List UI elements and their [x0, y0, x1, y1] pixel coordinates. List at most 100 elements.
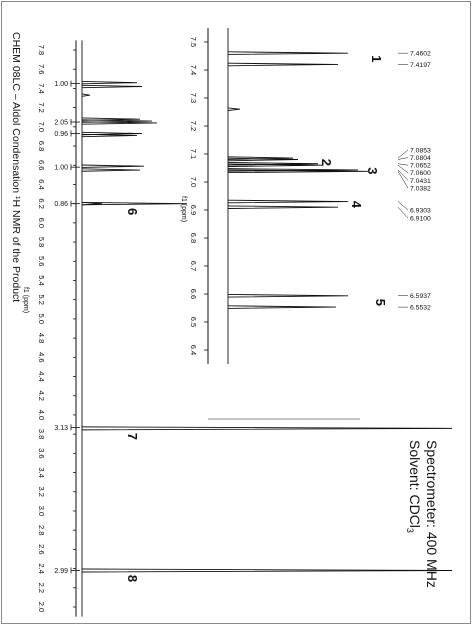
peak-number-label: 7	[125, 433, 140, 440]
integral-value: 0.86	[54, 201, 68, 208]
main-tick-label: 2.8	[37, 525, 46, 535]
peak-number-label: 2	[319, 159, 334, 166]
solvent-text: Solvent: CDCl	[407, 440, 423, 528]
inset-peak	[227, 305, 337, 309]
spectrometer-label: Spectrometer: 400 MHz	[424, 440, 440, 588]
main-tick-label: 5.8	[37, 237, 46, 247]
solvent-subscript: 3	[405, 528, 415, 533]
chemical-shift-label: 6.9303	[410, 207, 431, 214]
inset-peak	[227, 205, 339, 209]
inset-tick-label: 7.2	[189, 121, 198, 131]
inset-tick-label: 6.9	[189, 205, 198, 215]
integral-value: 2.05	[54, 120, 68, 127]
main-tick-label: 4.6	[37, 352, 46, 362]
main-tick-label: 3.6	[37, 448, 46, 458]
peak-number-label: 4	[349, 201, 364, 209]
main-tick-label: 6.6	[37, 160, 46, 170]
inset-axis-title: f1 (ppm)	[180, 196, 187, 222]
main-tick-label: 7.2	[37, 102, 46, 112]
inset-ppm-axis	[204, 28, 209, 364]
main-ppm-axis	[73, 40, 77, 617]
inset-tick-label: 6.8	[189, 233, 198, 243]
shift-leader	[397, 157, 409, 160]
inset-tick-label: 7.5	[189, 37, 198, 47]
shift-leader	[397, 171, 409, 189]
main-tick-label: 6.0	[37, 218, 46, 228]
main-peak-6	[81, 202, 188, 206]
inset-tick-label: 6.4	[189, 345, 198, 355]
main-tick-label: 3.0	[37, 506, 46, 516]
peak-number-label: 1	[369, 55, 384, 62]
main-tick-label: 5.2	[37, 294, 46, 304]
shift-leader	[397, 169, 409, 181]
main-tick-label: 5.0	[37, 314, 46, 324]
inset-peak	[227, 169, 369, 174]
main-tick-label: 3.8	[37, 429, 46, 439]
main-tick-label: 3.4	[37, 467, 46, 477]
main-tick-label: 4.0	[37, 410, 46, 420]
chemical-shift-label: 6.5937	[410, 293, 431, 300]
integral-value: 1.00	[54, 165, 68, 172]
main-tick-label: 5.6	[37, 256, 46, 266]
chemical-shift-label: 7.0804	[410, 155, 431, 162]
peak-number-label: 8	[125, 575, 140, 582]
inset-tick-label: 6.7	[189, 261, 198, 271]
main-peak	[81, 93, 91, 97]
main-peak	[81, 168, 141, 172]
peak-number-labels: 1 2 3 4 5 6 7 8	[125, 55, 388, 582]
inset-tick-label: 7.4	[189, 65, 198, 75]
inset-peak	[227, 294, 349, 298]
main-tick-label: 7.8	[37, 45, 46, 55]
main-tick-label: 4.2	[37, 391, 46, 401]
main-peak-8	[81, 568, 453, 573]
shift-leader	[397, 163, 409, 166]
main-tick-label: 6.2	[37, 198, 46, 208]
shift-leader	[397, 201, 409, 211]
inset-tick-label: 6.5	[189, 317, 198, 327]
inset-peak	[227, 51, 349, 55]
main-tick-label: 6.8	[37, 141, 46, 151]
shift-leader	[397, 149, 409, 159]
main-tick-label: 3.2	[37, 487, 46, 497]
main-peak	[81, 121, 158, 125]
main-tick-label: 4.8	[37, 333, 46, 343]
inset-peak	[227, 157, 299, 162]
main-tick-label: 2.0	[37, 602, 46, 612]
inset-tick-label: 7.0	[189, 177, 198, 187]
chemical-shift-label: 7.0600	[410, 170, 431, 177]
peak-number-label: 6	[125, 208, 140, 215]
main-tick-label: 4.4	[37, 371, 46, 381]
main-tick-labels: 7.8 7.6 7.4 7.2 7.0 6.8 6.6 6.4 6.2 6.0 5.8 5.6 5.4 5…	[37, 45, 46, 612]
inset-peak	[227, 199, 349, 204]
inset-tick-label: 7.1	[189, 149, 198, 159]
inset-tick-labels: 7.5 7.4 7.3 7.2 7.1 7.0 6.9 6.8 6.7 6.6 6.5 6.4	[189, 37, 198, 355]
integral-value: 1.00	[54, 81, 68, 88]
solvent-label: Solvent: CDCl3	[405, 440, 423, 533]
chemical-shift-label: 7.4602	[410, 51, 431, 58]
peak-number-label: 3	[365, 167, 380, 174]
chemical-shift-label: 7.4197	[410, 62, 431, 69]
chemical-shift-label: 7.0382	[410, 185, 431, 192]
integral-value: 2.99	[54, 568, 68, 575]
main-tick-label: 6.4	[37, 179, 46, 189]
main-tick-label: 2.2	[37, 583, 46, 593]
chemical-shift-label: 7.0652	[410, 163, 431, 170]
main-peak	[81, 133, 138, 138]
main-tick-label: 2.6	[37, 544, 46, 554]
inset-tick-label: 7.3	[189, 93, 198, 103]
chemical-shift-label: 7.0431	[410, 178, 431, 185]
chemical-shift-label: 6.5532	[410, 305, 431, 312]
main-tick-label: 7.6	[37, 64, 46, 74]
inset-tick-label: 6.6	[189, 289, 198, 299]
main-tick-label: 2.4	[37, 563, 46, 573]
main-tick-label: 7.0	[37, 122, 46, 132]
figure-caption: CHEM 08LC – Aldol Condensation ¹H NMR of…	[10, 32, 22, 302]
chemical-shift-labels: 7.4602 7.4197 7.08537.08047.06527.06007.04…	[397, 51, 431, 312]
integral-value: 3.13	[54, 425, 68, 432]
main-peak	[81, 164, 145, 168]
main-tick-label: 5.4	[37, 275, 46, 285]
integral-markers: 1.00 2.05 0.96 1.00 0.86 3.13 2.99	[54, 80, 80, 575]
